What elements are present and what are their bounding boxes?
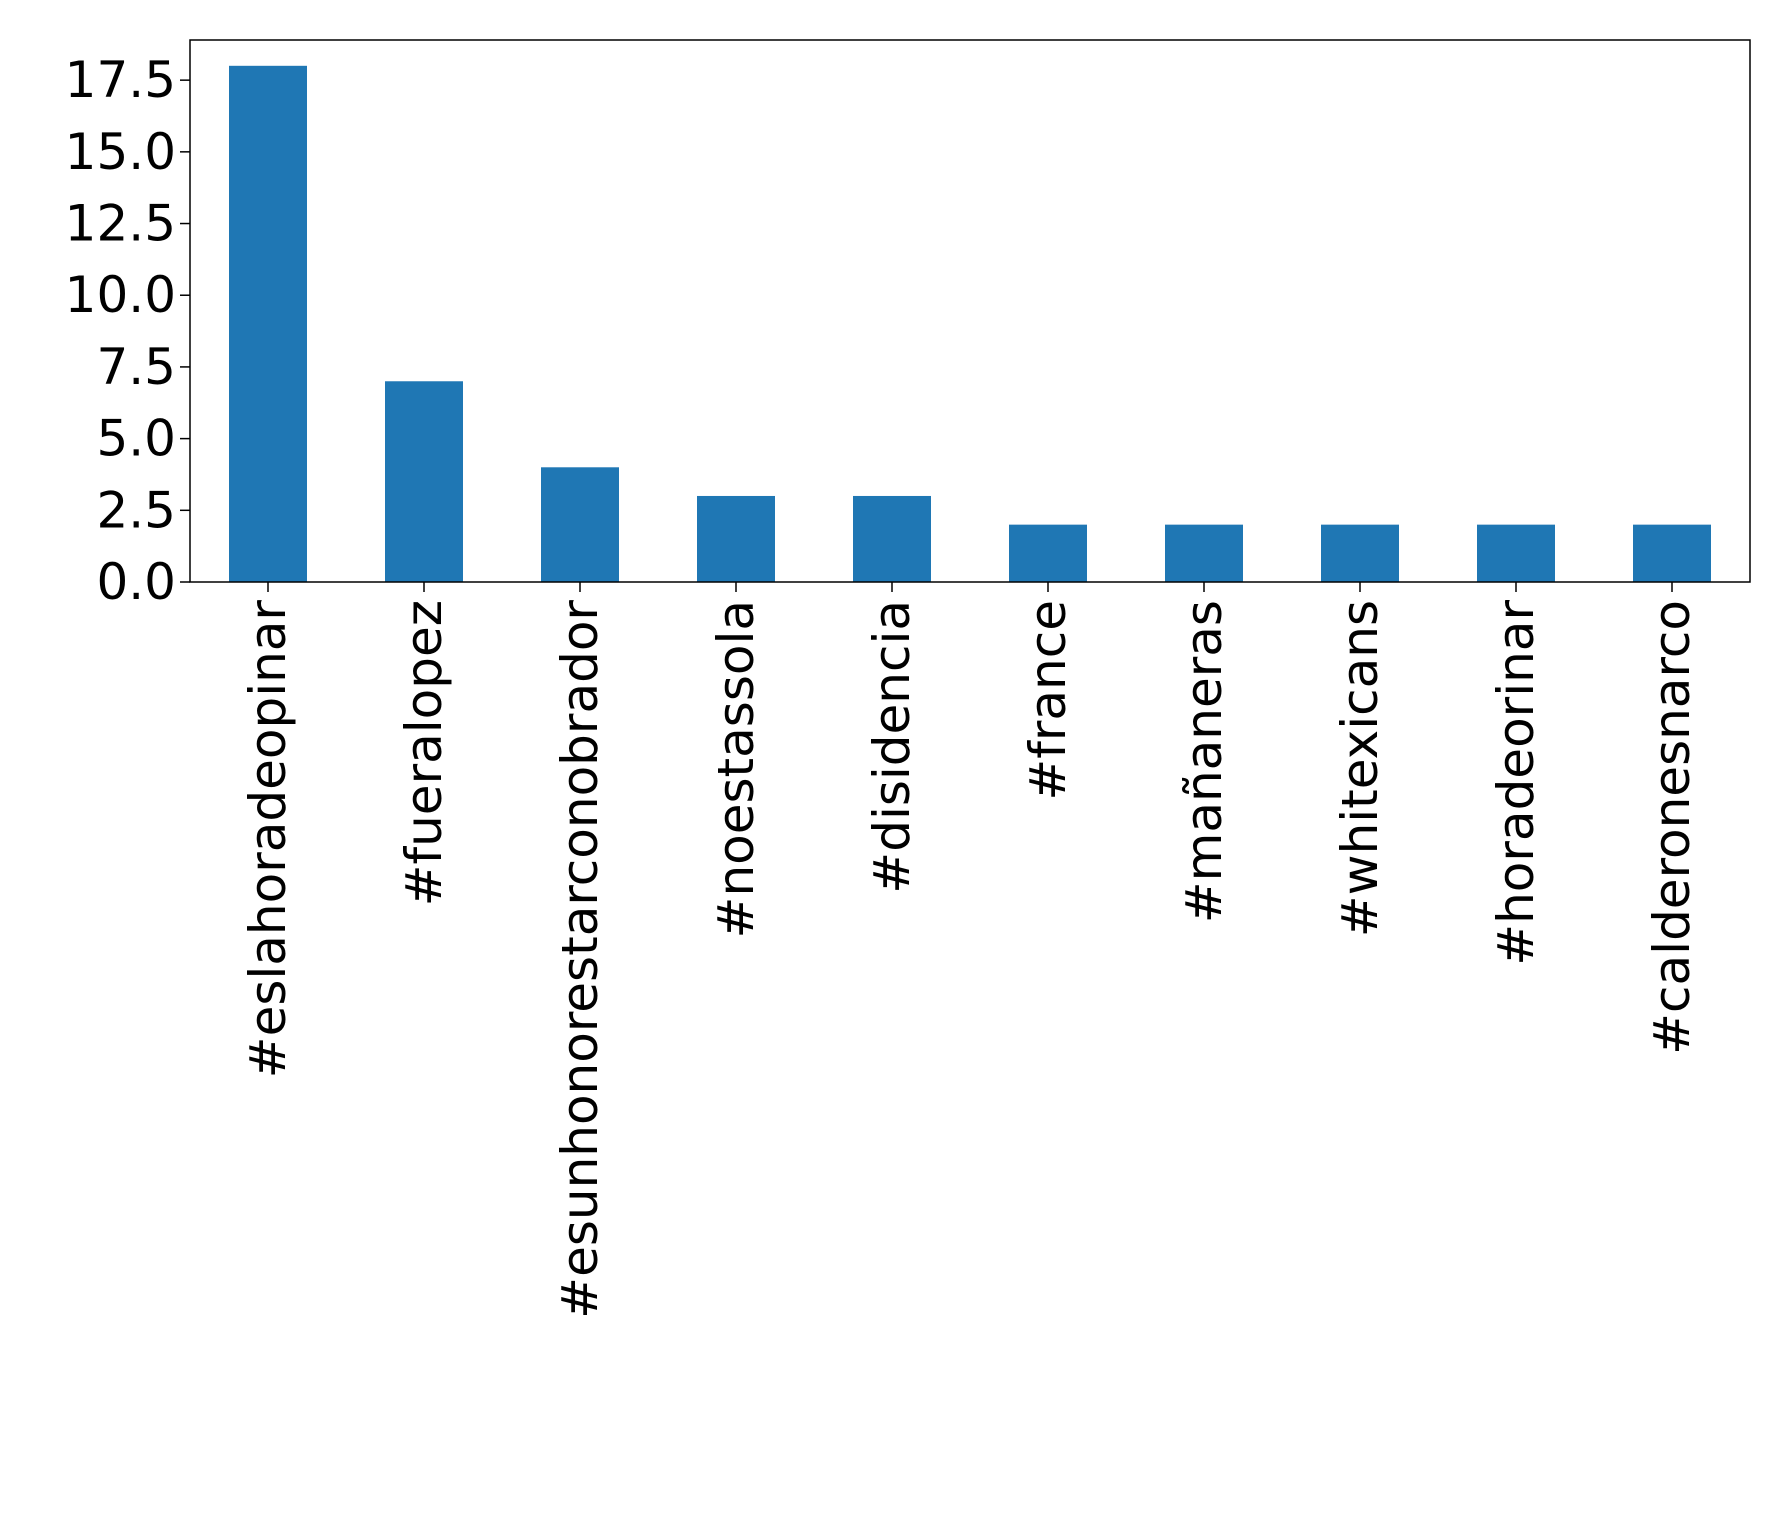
- y-tick-label-0: 0.0: [96, 553, 176, 611]
- x-tick-label-4: #disidencia: [863, 600, 921, 894]
- bar-8: [1477, 524, 1555, 582]
- y-tick-label-2: 5.0: [96, 410, 176, 468]
- x-tick-label-9: #calderonesnarco: [1643, 600, 1701, 1055]
- x-tick-label-8: #horadeorinar: [1487, 600, 1545, 966]
- bar-5: [1009, 524, 1087, 582]
- y-tick-label-1: 2.5: [96, 481, 176, 539]
- bar-2: [541, 467, 619, 582]
- bar-3: [697, 495, 775, 582]
- y-tick-label-4: 10.0: [65, 266, 176, 324]
- x-axis: #eslahoradeopinar #fueralopez #esunhonores…: [239, 582, 1701, 1319]
- x-tick-label-0: #eslahoradeopinar: [239, 600, 297, 1079]
- x-tick-label-1: #fueralopez: [395, 600, 453, 906]
- y-axis: 0.0 2.5 5.0 7.5 10.0 12.5 15.0 17.5: [65, 51, 190, 611]
- x-tick-label-6: #mañaneras: [1175, 600, 1233, 923]
- y-tick-label-5: 12.5: [65, 195, 176, 253]
- y-tick-label-3: 7.5: [96, 338, 176, 396]
- bar-7: [1321, 524, 1399, 582]
- x-tick-label-2: #esunhonorestarconobrador: [551, 600, 609, 1319]
- bar-0: [229, 65, 307, 583]
- bar-1: [385, 381, 463, 582]
- x-tick-label-7: #whitexicans: [1331, 600, 1389, 937]
- bar-4: [853, 495, 931, 582]
- x-tick-label-3: #noestassola: [707, 600, 765, 938]
- y-tick-label-7: 17.5: [65, 51, 176, 109]
- bar-9: [1633, 524, 1711, 582]
- x-tick-label-5: #france: [1019, 600, 1077, 801]
- bar-6: [1165, 524, 1243, 582]
- y-tick-label-6: 15.0: [65, 123, 176, 181]
- plot-frame: [189, 39, 1751, 583]
- bars-group: [229, 65, 1711, 583]
